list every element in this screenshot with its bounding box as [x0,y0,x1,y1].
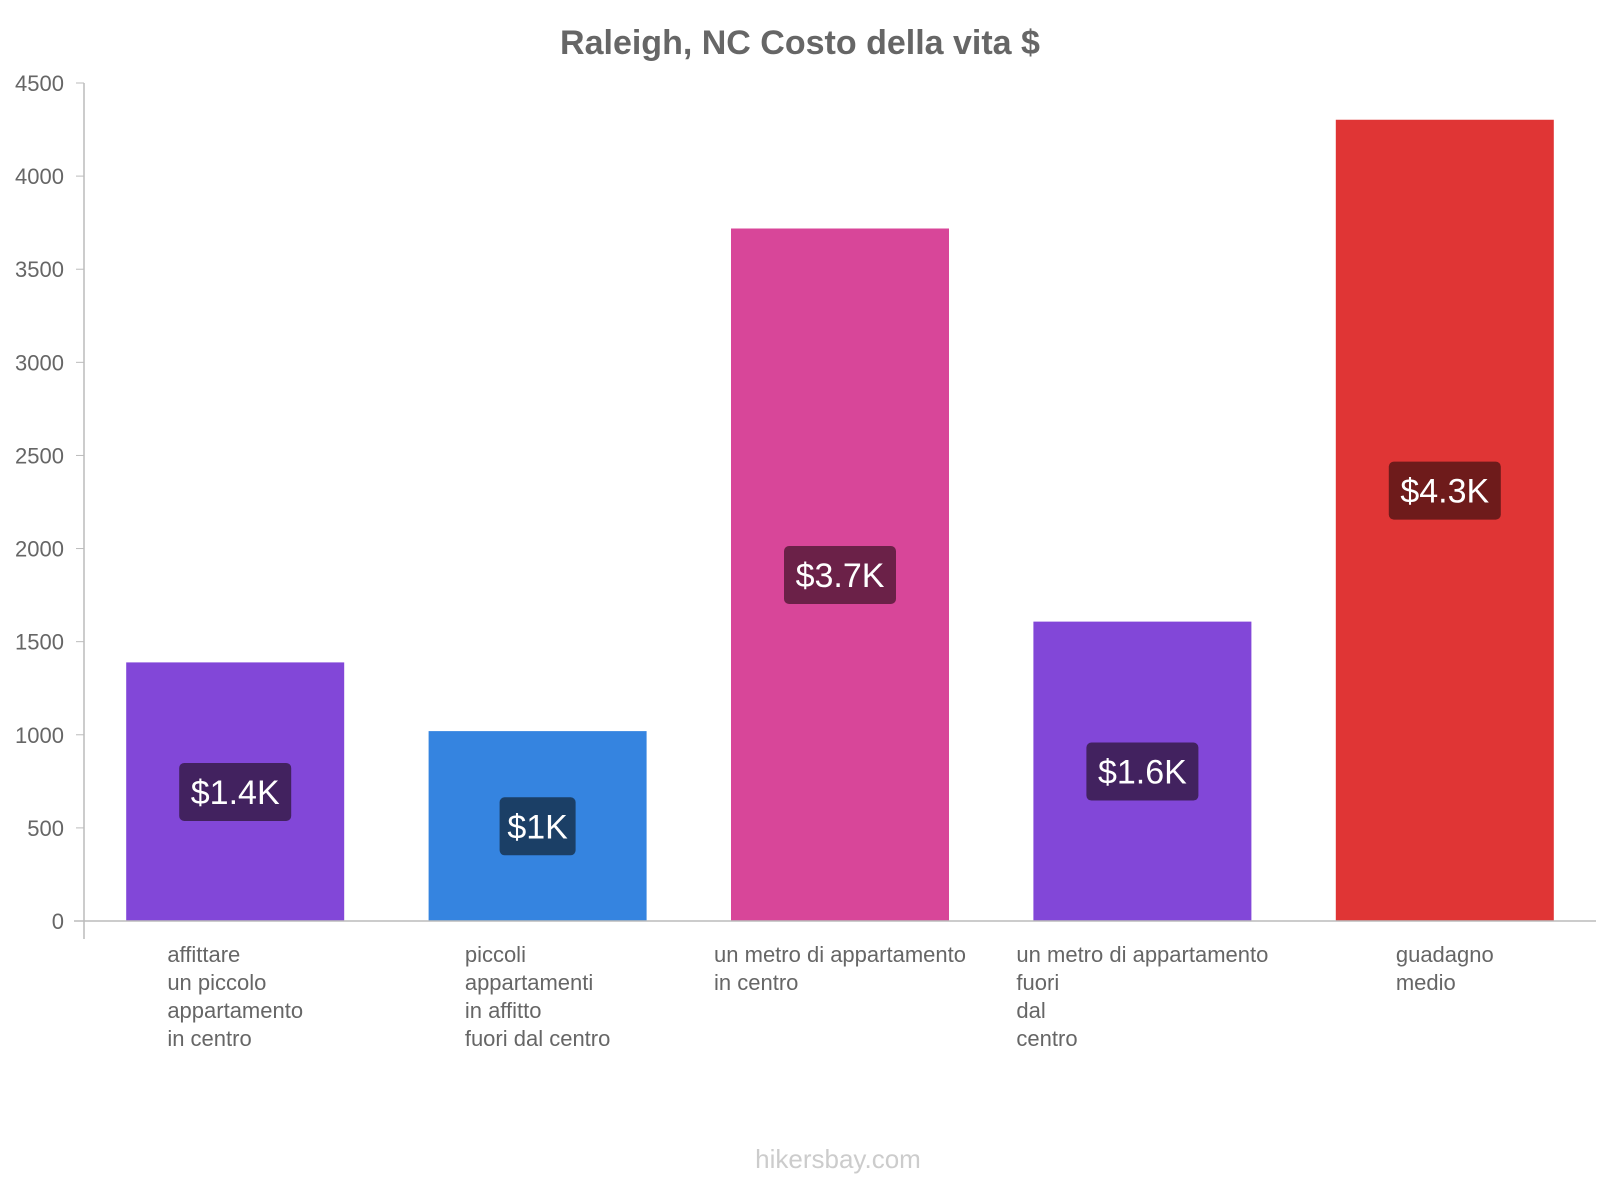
category-label: in centro [714,970,798,995]
site-credit: hikersbay.com [755,1144,921,1174]
category-label: affittare [167,942,240,967]
category-label: guadagno [1396,942,1494,967]
bar [1335,119,1554,922]
data-label-box [1086,742,1199,801]
category-label: fuori [1016,970,1059,995]
y-tick-label: 1000 [15,723,64,748]
chart-title: Raleigh, NC Costo della vita $ [560,24,1040,62]
category-label: medio [1396,970,1456,995]
bars: $1.4K $1K $3.7K $1.6K $4.3K [126,119,1554,922]
y-tick-label: 3000 [15,350,64,375]
data-label-box [179,762,292,821]
category-label: in affitto [465,998,542,1023]
y-tick-label: 2500 [15,443,64,468]
data-label: $1.4K [191,774,280,812]
category-label: un metro di appartamento [714,942,966,967]
category-label: appartamenti [465,970,593,995]
category-label: fuori dal centro [465,1026,611,1051]
x-axis: affittare un piccolo appartamento in centro… [74,920,1596,1051]
data-label-box [784,545,896,604]
category-label: un piccolo [167,970,266,995]
data-label: $4.3K [1400,473,1489,511]
y-tick-label: 4000 [15,164,64,189]
y-axis: 0 500 1000 1500 2000 2500 3000 3500 4000 4500 [15,71,85,939]
y-tick-label: 500 [27,816,64,841]
category-label: in centro [167,1026,251,1051]
y-tick-label: 2000 [15,537,64,562]
category-label: centro [1016,1026,1077,1051]
data-label: $1K [507,808,568,846]
y-tick-label: 3500 [15,257,64,282]
data-label-box [499,797,576,856]
category-label: piccoli [465,942,526,967]
y-tick-label: 4500 [15,71,64,96]
category-label: appartamento [167,998,303,1023]
y-tick-label: 1500 [15,630,64,655]
y-tick-label: 0 [52,909,64,934]
data-label: $1.6K [1098,754,1187,792]
category-label: un metro di appartamento [1016,942,1268,967]
data-label: $3.7K [796,557,885,595]
data-label-box [1388,461,1501,520]
category-label: dal [1016,998,1045,1023]
